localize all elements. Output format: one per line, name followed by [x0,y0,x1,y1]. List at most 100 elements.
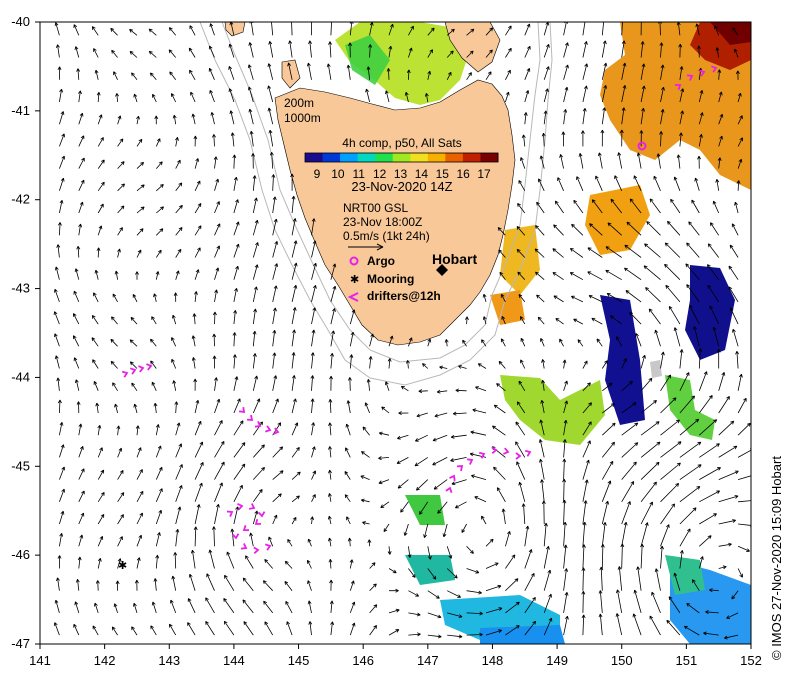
drifter-chevron [226,510,234,517]
current-arrow [212,355,217,369]
current-arrow [111,316,118,325]
current-arrow [639,130,644,147]
current-arrow [455,388,467,393]
current-arrow [605,246,622,258]
current-arrow [686,603,700,614]
current-arrow [369,583,377,591]
current-arrow [520,157,526,169]
current-arrow [698,556,704,569]
current-arrow [369,562,376,569]
current-arrow [686,284,700,303]
current-arrow [621,358,627,369]
current-arrow [696,45,701,58]
current-arrow [541,379,545,391]
current-arrow [214,420,223,436]
current-arrow [659,42,664,58]
current-arrow [208,67,215,80]
current-arrow [349,580,355,591]
current-arrow [442,523,448,538]
current-arrow [737,373,743,391]
current-arrow [679,88,685,103]
lat-tick-label: -43 [11,281,30,296]
current-arrow [78,423,83,436]
drifter-chevron [711,65,718,73]
current-arrow [717,69,722,80]
current-arrow [130,316,138,325]
current-arrow [582,479,589,502]
current-arrow [307,559,312,569]
drifter-chevron [254,421,262,428]
current-arrow [493,404,506,414]
current-arrow [194,180,201,191]
current-arrow [485,584,502,592]
current-arrow [400,385,409,392]
current-arrow [654,329,661,347]
sst-patch-south-green [405,495,445,525]
current-arrow [633,589,642,614]
drifter-chevron [265,425,272,433]
current-arrow [466,28,475,36]
current-arrow [169,623,177,636]
current-arrow [194,291,198,302]
current-arrow [471,474,487,480]
current-arrow [397,434,409,440]
current-arrow [485,71,492,81]
current-arrow [346,400,351,414]
current-arrow [149,72,157,81]
current-arrow [676,154,681,169]
current-arrow [97,491,105,503]
current-arrow [92,625,99,636]
current-arrow [734,201,739,214]
current-arrow [485,538,494,547]
current-arrow [543,44,550,58]
current-arrow [557,177,564,191]
current-arrow [329,579,334,591]
current-arrow [330,263,337,280]
current-arrow [311,262,317,280]
drifter-chevron [146,363,153,371]
current-arrow [205,621,215,636]
current-arrow [518,380,526,392]
drifter-legend-icon [347,292,359,302]
current-arrow [112,293,118,303]
current-arrow [76,245,81,258]
current-arrow [252,510,259,525]
current-arrow [248,108,254,125]
current-arrow [388,335,394,347]
current-arrow [447,590,462,598]
current-arrow [268,40,274,58]
current-arrow [233,484,243,502]
current-arrow [96,91,101,103]
lon-tick-label: 147 [417,653,439,668]
current-arrow [310,398,315,414]
current-arrow [640,85,646,103]
drifter-chevron [675,84,682,91]
current-arrow [232,154,237,169]
current-arrow [194,482,203,502]
current-arrow [267,107,274,125]
current-arrow [287,538,293,547]
lon-tick-label: 146 [352,653,374,668]
current-arrow [93,292,99,303]
current-arrow [187,622,196,636]
hobart-label: Hobart [432,251,477,267]
current-arrow [679,528,691,547]
current-arrow [329,600,334,613]
current-arrow [214,178,220,191]
current-arrow [516,401,526,414]
current-arrow [734,48,739,58]
current-arrow [228,43,235,58]
current-arrow [129,361,138,369]
current-arrow [408,568,416,578]
current-arrow [74,379,80,391]
current-arrow [387,546,392,555]
current-arrow [726,612,739,619]
mooring-marker: ✱ [118,560,127,572]
current-arrow [685,263,700,280]
current-arrow [554,200,564,214]
current-arrow [588,295,603,303]
current-arrow [233,442,246,458]
current-arrow [59,88,64,103]
current-arrow [73,24,80,36]
current-arrow [621,481,635,503]
